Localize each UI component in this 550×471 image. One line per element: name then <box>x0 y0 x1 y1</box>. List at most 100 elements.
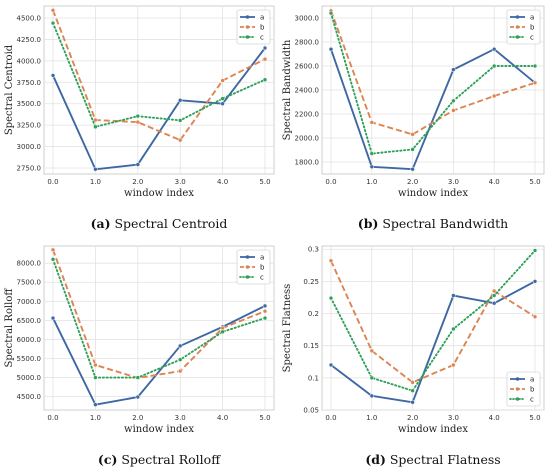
y-tick-label: 7500.0 <box>17 279 42 287</box>
x-tick-label: 4.0 <box>217 178 228 186</box>
y-tick-label: 0.05 <box>303 407 319 415</box>
legend-marker <box>245 275 250 279</box>
y-tick-label: 7000.0 <box>17 298 42 306</box>
legend-marker <box>515 387 520 391</box>
series-line-c <box>52 22 266 128</box>
point-b <box>262 308 268 314</box>
legend-label-b: b <box>260 264 265 272</box>
caption-letter: (b) <box>358 216 379 231</box>
y-axis-label: Spectral Rolloff <box>4 288 15 368</box>
y-tick-label: 8000.0 <box>17 260 42 268</box>
x-tick-label: 5.0 <box>529 414 540 422</box>
x-tick-label: 3.0 <box>448 178 459 186</box>
chart-panel-a: 0.0 1.0 2.0 3.0 4.0 5.0 2750.0 3000.0 3250.0 3500… <box>4 5 275 231</box>
legend-label-c: c <box>260 34 264 42</box>
point-a <box>410 400 415 405</box>
point-c <box>262 77 268 82</box>
x-axis-label: window index <box>124 188 194 199</box>
point-b <box>262 56 268 62</box>
point-c <box>135 375 141 380</box>
series-line-a <box>330 280 536 404</box>
y-tick-label: 0.2 <box>308 310 319 318</box>
point-a <box>491 300 497 306</box>
point-c <box>451 326 456 332</box>
y-tick-label: 0.15 <box>303 342 319 350</box>
caption-c: (c) Spectral Rolloff <box>98 452 221 467</box>
point-b <box>135 119 141 125</box>
y-tick-label: 2400.0 <box>295 87 320 95</box>
y-tick-label: 2200.0 <box>295 111 320 119</box>
legend-marker <box>245 255 250 259</box>
point-c <box>451 98 456 104</box>
point-b <box>220 325 225 331</box>
x-tick-label: 4.0 <box>217 414 228 422</box>
legend-marker <box>515 25 520 29</box>
series-line-a <box>52 305 266 406</box>
point-b <box>50 8 56 13</box>
y-tick-label: 3250.0 <box>17 122 42 130</box>
y-tick-label: 1800.0 <box>295 159 320 167</box>
legend-c: abc <box>236 249 271 285</box>
x-tick-label: 5.0 <box>529 178 540 186</box>
point-a <box>328 362 334 368</box>
y-tick-label: 4250.0 <box>17 36 42 44</box>
point-a <box>491 46 497 52</box>
caption-a: (a) Spectral Centroid <box>91 216 228 231</box>
point-c <box>328 295 334 301</box>
point-b <box>451 108 456 113</box>
legend-marker <box>515 35 520 39</box>
x-tick-label: 5.0 <box>259 414 270 422</box>
point-a <box>451 67 456 72</box>
series-line-b <box>330 260 536 384</box>
point-c <box>93 375 98 380</box>
x-tick-label: 3.0 <box>175 178 186 186</box>
point-c <box>532 248 538 253</box>
y-axis-label: Spectral Flatness <box>282 284 293 373</box>
point-c <box>532 63 538 69</box>
caption-text: Spectral Rolloff <box>117 452 221 467</box>
point-b <box>532 314 538 319</box>
legend-d: abc <box>506 371 541 407</box>
point-c <box>177 118 183 123</box>
series-line-c <box>330 249 536 392</box>
point-c <box>369 375 375 381</box>
y-tick-label: 6500.0 <box>17 317 42 325</box>
point-c <box>220 329 225 335</box>
point-b <box>328 258 334 264</box>
legend-label-a: a <box>260 14 264 22</box>
y-tick-label: 2750.0 <box>17 165 42 173</box>
point-b <box>491 288 497 294</box>
point-c <box>491 63 497 69</box>
x-tick-label: 1.0 <box>366 414 377 422</box>
caption-letter: (d) <box>365 452 386 467</box>
legend-marker <box>245 265 250 269</box>
x-tick-label: 0.0 <box>325 414 336 422</box>
point-c <box>177 357 183 362</box>
caption-letter: (a) <box>91 216 111 231</box>
chart-panel-b: 0.0 1.0 2.0 3.0 4.0 5.0 1800.0 2000.0 2200.0 2400… <box>282 5 545 231</box>
point-b <box>410 380 415 385</box>
legend-marker <box>515 397 520 401</box>
point-c <box>262 315 268 321</box>
x-tick-label: 2.0 <box>132 414 143 422</box>
y-tick-label: 0.25 <box>303 278 319 286</box>
point-b <box>177 368 183 374</box>
caption-text: Spectral Centroid <box>111 216 228 231</box>
y-axis-label: Spectral Bandwidth <box>282 39 293 140</box>
chart-panel-d: 0.0 1.0 2.0 3.0 4.0 5.0 0.05 0.1 0.15 0.2 0.25 0.3 w… <box>282 245 545 467</box>
point-a <box>532 279 538 284</box>
x-tick-label: 1.0 <box>90 178 101 186</box>
point-c <box>220 96 225 101</box>
point-a <box>369 164 375 170</box>
series-line-a <box>52 47 266 171</box>
legend-a: abc <box>236 9 271 45</box>
x-tick-label: 0.0 <box>47 414 58 422</box>
y-tick-label: 3000.0 <box>17 143 42 151</box>
y-tick-label: 3000.0 <box>295 15 320 23</box>
y-tick-label: 2600.0 <box>295 63 320 71</box>
x-tick-label: 0.0 <box>325 178 336 186</box>
x-tick-label: 3.0 <box>448 414 459 422</box>
point-c <box>410 388 415 393</box>
x-tick-label: 4.0 <box>489 414 500 422</box>
